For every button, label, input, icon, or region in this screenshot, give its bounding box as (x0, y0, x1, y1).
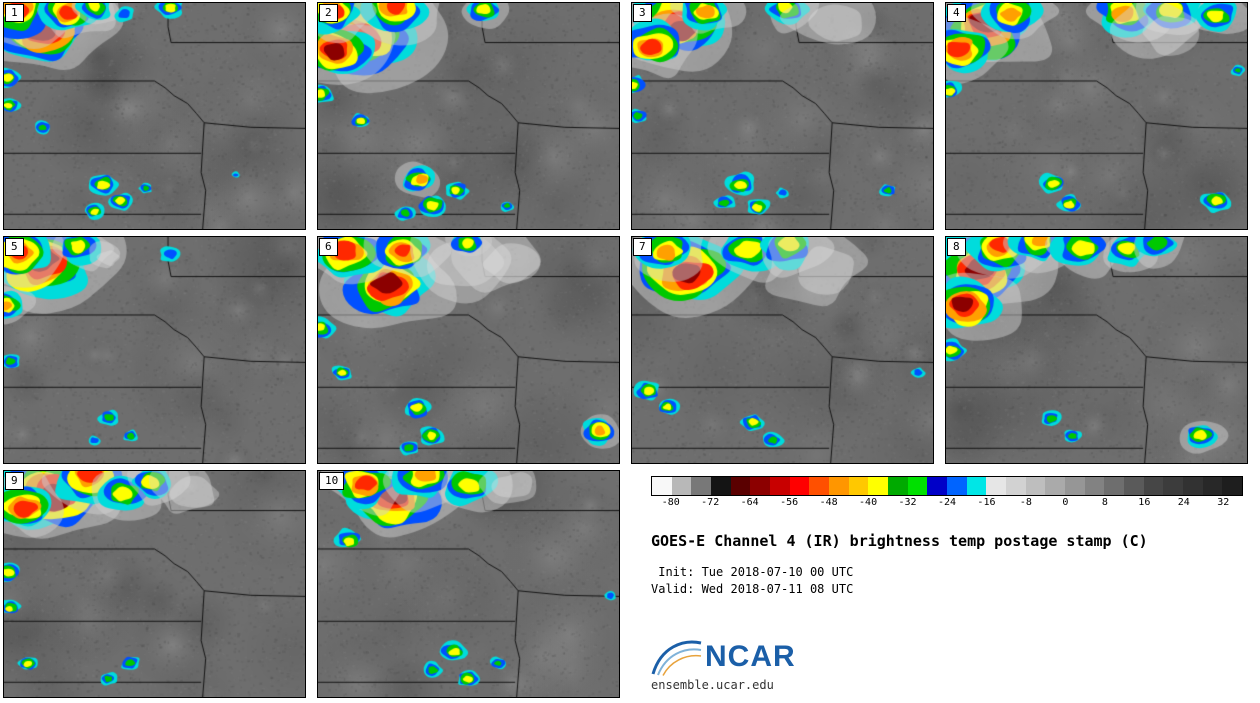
ncar-logo-block: NCAR ensemble.ucar.edu (651, 637, 796, 692)
ir-satellite-map-4 (946, 3, 1247, 229)
ir-satellite-map-9 (4, 471, 305, 697)
site-url[interactable]: ensemble.ucar.edu (651, 678, 774, 692)
ir-satellite-map-1 (4, 3, 305, 229)
member-number-badge: 1 (5, 4, 24, 22)
ir-satellite-map-8 (946, 237, 1247, 463)
ensemble-member-panel-5[interactable]: 5 (3, 236, 306, 464)
ir-satellite-map-6 (318, 237, 619, 463)
ir-satellite-map-3 (632, 3, 933, 229)
product-title: GOES-E Channel 4 (IR) brightness temp po… (651, 532, 1148, 550)
ensemble-member-panel-6[interactable]: 6 (317, 236, 620, 464)
member-number-badge: 6 (319, 238, 338, 256)
ir-satellite-map-2 (318, 3, 619, 229)
member-number-badge: 2 (319, 4, 338, 22)
member-number-badge: 9 (5, 472, 24, 490)
ensemble-member-panel-2[interactable]: 2 (317, 2, 620, 230)
ir-satellite-map-5 (4, 237, 305, 463)
ensemble-member-panel-10[interactable]: 10 (317, 470, 620, 698)
member-number-badge: 5 (5, 238, 24, 256)
ir-satellite-map-10 (318, 471, 619, 697)
ensemble-member-panel-9[interactable]: 9 (3, 470, 306, 698)
ensemble-member-panel-8[interactable]: 8 (945, 236, 1248, 464)
ensemble-member-panel-3[interactable]: 3 (631, 2, 934, 230)
member-number-badge: 4 (947, 4, 966, 22)
ensemble-member-panel-7[interactable]: 7 (631, 236, 934, 464)
valid-time: Valid: Wed 2018-07-11 08 UTC (651, 581, 854, 596)
member-number-badge: 3 (633, 4, 652, 22)
member-number-badge: 10 (319, 472, 345, 490)
colorbar-wrap: -80 -72 -64 -56 -48 -40 -32 -24 -16 -8 0 8 16 24 32 (651, 476, 1243, 512)
ncar-logo-text: NCAR (705, 640, 796, 673)
init-valid-times: Init: Tue 2018-07-10 00 UTC Valid: Wed 2… (651, 564, 1248, 598)
member-number-badge: 7 (633, 238, 652, 256)
colorbar-ticks: -80 -72 -64 -56 -48 -40 -32 -24 -16 -8 0 8 16 24 32 (661, 497, 1230, 508)
member-number-badge: 8 (947, 238, 966, 256)
ensemble-member-panel-4[interactable]: 4 (945, 2, 1248, 230)
init-time: Init: Tue 2018-07-10 00 UTC (651, 565, 854, 579)
colorbar-segments (651, 476, 1243, 496)
legend-and-info-area: -80 -72 -64 -56 -48 -40 -32 -24 -16 -8 0 8 16 24 32 GO… (631, 470, 1248, 698)
ncar-swoosh-icon (651, 640, 702, 676)
ir-satellite-map-7 (632, 237, 933, 463)
ensemble-member-panel-1[interactable]: 1 (3, 2, 306, 230)
